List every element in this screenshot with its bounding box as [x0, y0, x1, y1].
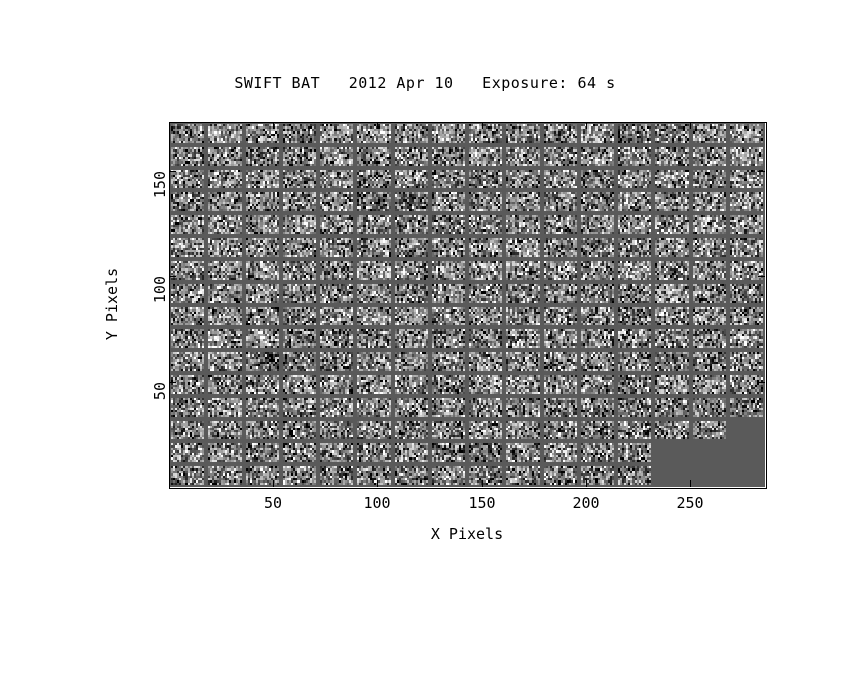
y-tick-mark: [169, 171, 176, 172]
x-tick-mark: [377, 122, 378, 129]
y-tick-mark: [758, 382, 765, 383]
detector-heatmap: [169, 122, 765, 487]
x-tick-mark: [690, 480, 691, 487]
x-tick-label: 250: [676, 494, 704, 512]
x-tick-mark: [273, 480, 274, 487]
y-tick-mark: [169, 382, 176, 383]
y-tick-mark: [758, 171, 765, 172]
y-tick-label: 100: [151, 276, 169, 304]
x-tick-label: 150: [468, 494, 496, 512]
x-tick-mark: [586, 480, 587, 487]
y-tick-label: 150: [151, 171, 169, 199]
x-tick-mark: [586, 122, 587, 129]
y-tick-label: 50: [151, 382, 169, 401]
x-tick-mark: [482, 122, 483, 129]
x-axis-label: X Pixels: [430, 525, 504, 543]
x-tick-mark: [690, 122, 691, 129]
x-tick-mark: [482, 480, 483, 487]
x-tick-mark: [377, 480, 378, 487]
y-tick-mark: [169, 276, 176, 277]
detector-image-area: [169, 122, 765, 487]
x-tick-mark: [273, 122, 274, 129]
y-tick-mark: [758, 276, 765, 277]
x-tick-label: 100: [363, 494, 391, 512]
x-tick-label: 50: [263, 494, 283, 512]
x-tick-label: 200: [572, 494, 600, 512]
y-axis-label: Y Pixels: [103, 267, 121, 341]
plot-title: SWIFT BAT 2012 Apr 10 Exposure: 64 s: [234, 74, 616, 92]
